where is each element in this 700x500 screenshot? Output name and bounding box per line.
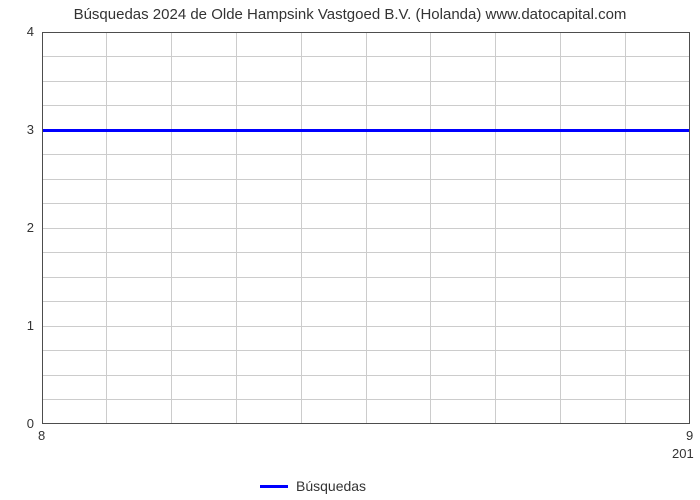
chart-container: Búsquedas 2024 de Olde Hampsink Vastgoed… xyxy=(0,0,700,500)
series-line xyxy=(42,129,690,132)
y-tick-label: 0 xyxy=(27,416,34,431)
gridline-vertical xyxy=(560,32,561,424)
x-tick-label: 8 xyxy=(38,428,45,443)
gridline-vertical xyxy=(236,32,237,424)
plot-area xyxy=(42,32,690,424)
gridline-vertical xyxy=(625,32,626,424)
legend: Búsquedas xyxy=(260,478,366,494)
gridline-vertical xyxy=(106,32,107,424)
x-tick-label: 9 xyxy=(686,428,693,443)
y-tick-label: 3 xyxy=(27,122,34,137)
gridline-vertical xyxy=(171,32,172,424)
y-tick-label: 2 xyxy=(27,220,34,235)
gridline-vertical xyxy=(301,32,302,424)
secondary-x-label: 201 xyxy=(672,446,694,461)
y-tick-label: 1 xyxy=(27,318,34,333)
y-tick-label: 4 xyxy=(27,24,34,39)
gridline-vertical xyxy=(430,32,431,424)
gridline-vertical xyxy=(495,32,496,424)
chart-title: Búsquedas 2024 de Olde Hampsink Vastgoed… xyxy=(0,6,700,23)
gridline-vertical xyxy=(366,32,367,424)
legend-series-label: Búsquedas xyxy=(296,478,366,494)
legend-swatch xyxy=(260,485,288,488)
